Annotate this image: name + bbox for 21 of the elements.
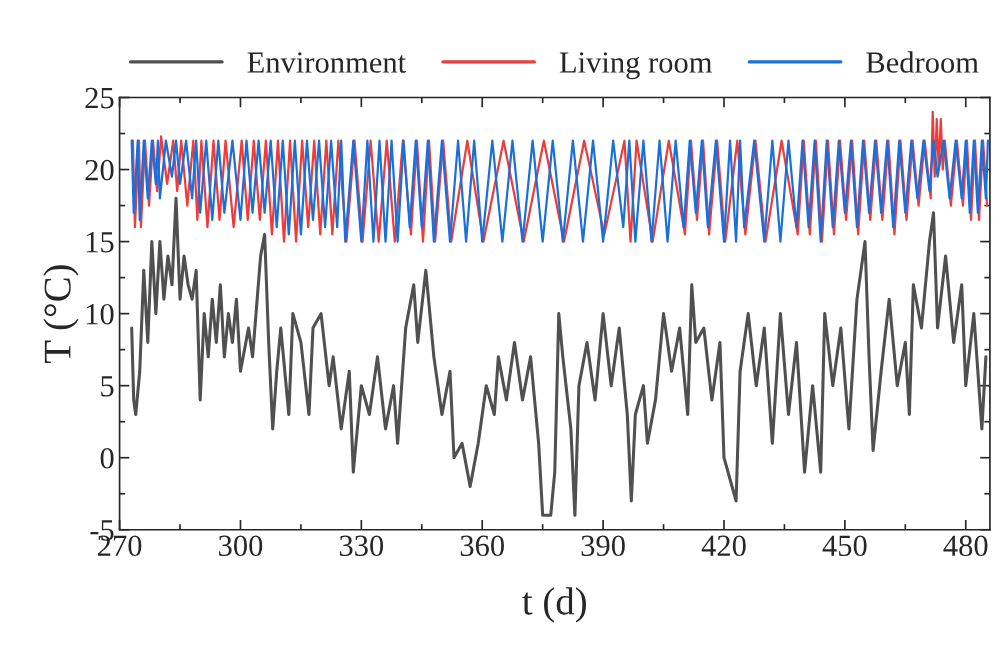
x-tick-label: 300 [219, 535, 263, 557]
x-tick-label: 450 [822, 535, 867, 557]
legend-label: Environment [247, 52, 406, 73]
y-tick-label: 5 [101, 376, 114, 397]
x-tick-label: 420 [701, 535, 746, 557]
y-tick-label: 15 [86, 232, 114, 253]
line-series [130, 196, 988, 517]
line-series [131, 110, 989, 243]
y-axis-title: T (°C) [43, 265, 79, 364]
y-tick-label: 10 [86, 303, 114, 325]
x-axis-title: t (d) [522, 587, 586, 623]
legend-label: Living room [559, 52, 713, 80]
x-tick-label: 390 [581, 535, 625, 557]
y-tick-label: 20 [85, 159, 114, 181]
y-tick-label: 0 [100, 447, 114, 469]
x-tick-label: 480 [943, 535, 988, 557]
legend-label: Bedroom [866, 51, 979, 73]
x-tick-label: 330 [339, 535, 384, 557]
y-tick-label: 25 [85, 87, 114, 109]
line-series [130, 139, 990, 243]
x-tick-label: 360 [460, 535, 504, 557]
